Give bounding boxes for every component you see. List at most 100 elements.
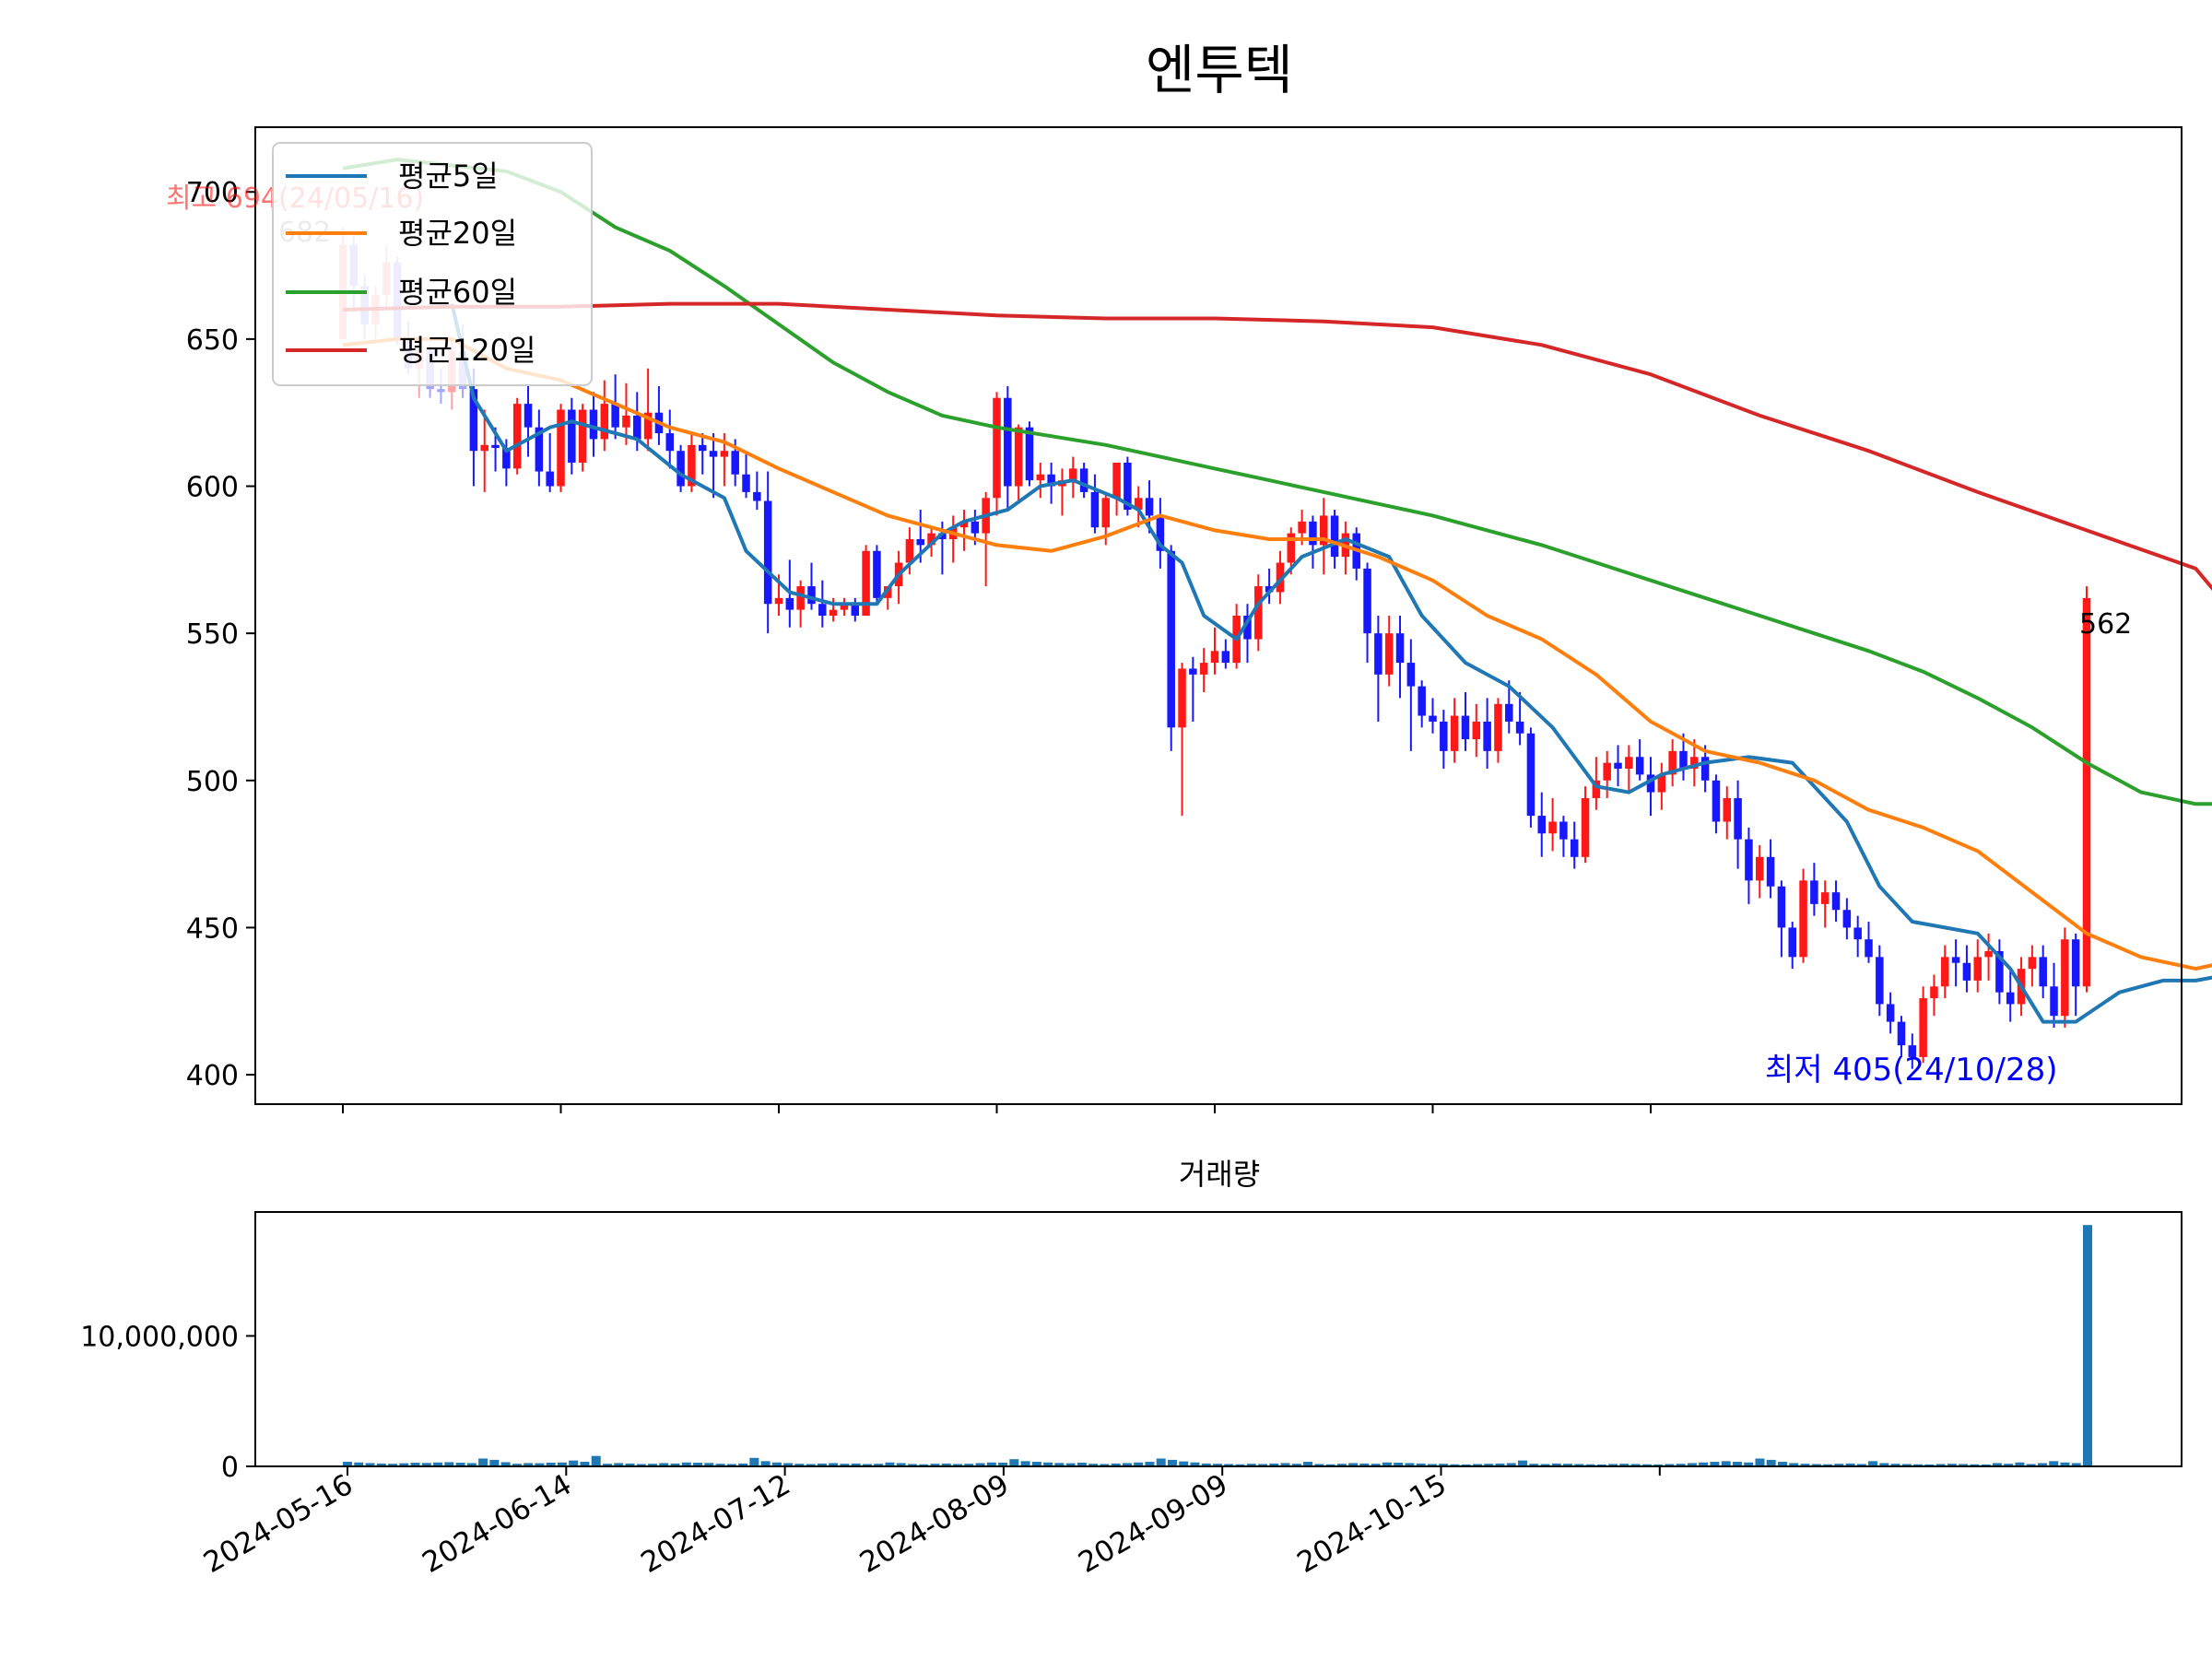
candle-body	[1440, 721, 1448, 751]
volume-bar	[1371, 1464, 1381, 1466]
volume-bar	[1924, 1464, 1935, 1466]
volume-bar	[760, 1461, 771, 1466]
candle	[1406, 639, 1416, 751]
volume-bar	[489, 1459, 500, 1466]
candle-body	[1886, 1004, 1895, 1022]
volume-bar	[1167, 1459, 1177, 1466]
volume-bar	[715, 1464, 725, 1466]
candle-body	[1004, 397, 1012, 487]
candle-body	[1897, 1021, 1906, 1046]
candle	[1657, 762, 1666, 810]
chart-title: 엔투텍	[1146, 39, 1293, 101]
price-y-tick-label: 600	[186, 472, 239, 504]
volume-bar	[1054, 1463, 1065, 1466]
candle	[1908, 1033, 1917, 1069]
volume-bar	[1179, 1461, 1189, 1466]
candle-body	[512, 404, 522, 469]
volume-bar	[1981, 1464, 1991, 1466]
candle-body	[731, 451, 739, 475]
price-plot-frame	[254, 126, 2183, 1105]
candle	[1755, 845, 1764, 899]
candle	[1079, 462, 1088, 499]
candle	[1199, 648, 1208, 693]
volume-bar	[1416, 1463, 1426, 1466]
candle	[829, 597, 838, 622]
candle-body	[1657, 774, 1666, 793]
candle-body	[1668, 750, 1677, 775]
volume-bar	[1936, 1464, 1946, 1466]
volume-bar	[1755, 1458, 1765, 1466]
volume-bar	[388, 1464, 398, 1466]
candle-body	[2006, 992, 2015, 1005]
volume-bar	[670, 1463, 680, 1466]
candle	[753, 471, 761, 511]
price-y-tick-label: 550	[186, 618, 239, 651]
candle	[1559, 816, 1568, 857]
candle-body	[1962, 962, 1971, 981]
candle	[818, 580, 827, 628]
candle	[1450, 698, 1459, 763]
volume-bar	[1529, 1464, 1539, 1466]
volume-bar	[1427, 1464, 1437, 1466]
candle-body	[611, 404, 619, 428]
candle-body	[1494, 703, 1502, 751]
candle-body	[1973, 957, 1983, 981]
volume-bar	[614, 1463, 624, 1466]
candle-body	[546, 471, 554, 487]
volume-bar	[1823, 1464, 1833, 1466]
candle	[1788, 922, 1796, 970]
price-y-tick-label: 700	[186, 177, 239, 209]
candle	[1865, 922, 1873, 963]
volume-bar	[1020, 1461, 1030, 1466]
volume-bar	[964, 1464, 974, 1466]
candle-body	[2050, 986, 2058, 1017]
candle-body	[1548, 821, 1557, 834]
candle	[1831, 880, 1841, 923]
candle	[1178, 663, 1186, 817]
candle-body	[1483, 721, 1491, 751]
volume-bar	[1134, 1462, 1144, 1466]
candle	[1494, 698, 1502, 763]
candle	[1363, 562, 1371, 664]
candle-body	[491, 444, 500, 449]
ma-line-3	[342, 158, 2212, 806]
volume-bar	[1777, 1462, 1787, 1466]
volume-bar	[444, 1462, 454, 1466]
candle-body	[709, 451, 718, 457]
candle-body	[1700, 757, 1710, 781]
candle	[1625, 745, 1633, 793]
volume-bar	[512, 1464, 522, 1466]
candle-body	[1799, 880, 1807, 958]
candle	[1472, 703, 1481, 758]
candle	[1309, 515, 1317, 569]
volume-bar	[1947, 1464, 1957, 1466]
candle	[1799, 868, 1807, 963]
candle	[2028, 945, 2037, 987]
candle	[1570, 821, 1579, 869]
candle-body	[1831, 892, 1841, 911]
volume-bar	[1190, 1462, 1200, 1466]
volume-bar	[840, 1464, 850, 1466]
price-y-tick-label: 450	[186, 912, 239, 945]
candle-body	[1178, 668, 1186, 728]
candle-body	[633, 415, 641, 440]
volume-bar	[1879, 1463, 1889, 1466]
legend-label-ma20: 평균20일	[398, 216, 517, 251]
volume-bar	[1382, 1462, 1392, 1466]
legend-label-ma120: 평균120일	[398, 333, 535, 368]
volume-bar	[1111, 1463, 1121, 1466]
candle	[1112, 462, 1121, 516]
candle	[1243, 604, 1252, 664]
volume-bar	[1336, 1464, 1347, 1466]
volume-bar	[1699, 1462, 1709, 1466]
volume-bar	[580, 1462, 590, 1466]
candle	[1941, 945, 1949, 999]
candle-body	[1047, 474, 1055, 487]
candle-body	[1876, 957, 1884, 1005]
candle-body	[600, 404, 609, 440]
volume-bar	[1676, 1464, 1686, 1466]
candle-body	[1734, 797, 1742, 840]
candle-body	[1908, 1045, 1917, 1057]
price-y-tick-label: 500	[186, 766, 239, 798]
candle	[1537, 792, 1547, 857]
